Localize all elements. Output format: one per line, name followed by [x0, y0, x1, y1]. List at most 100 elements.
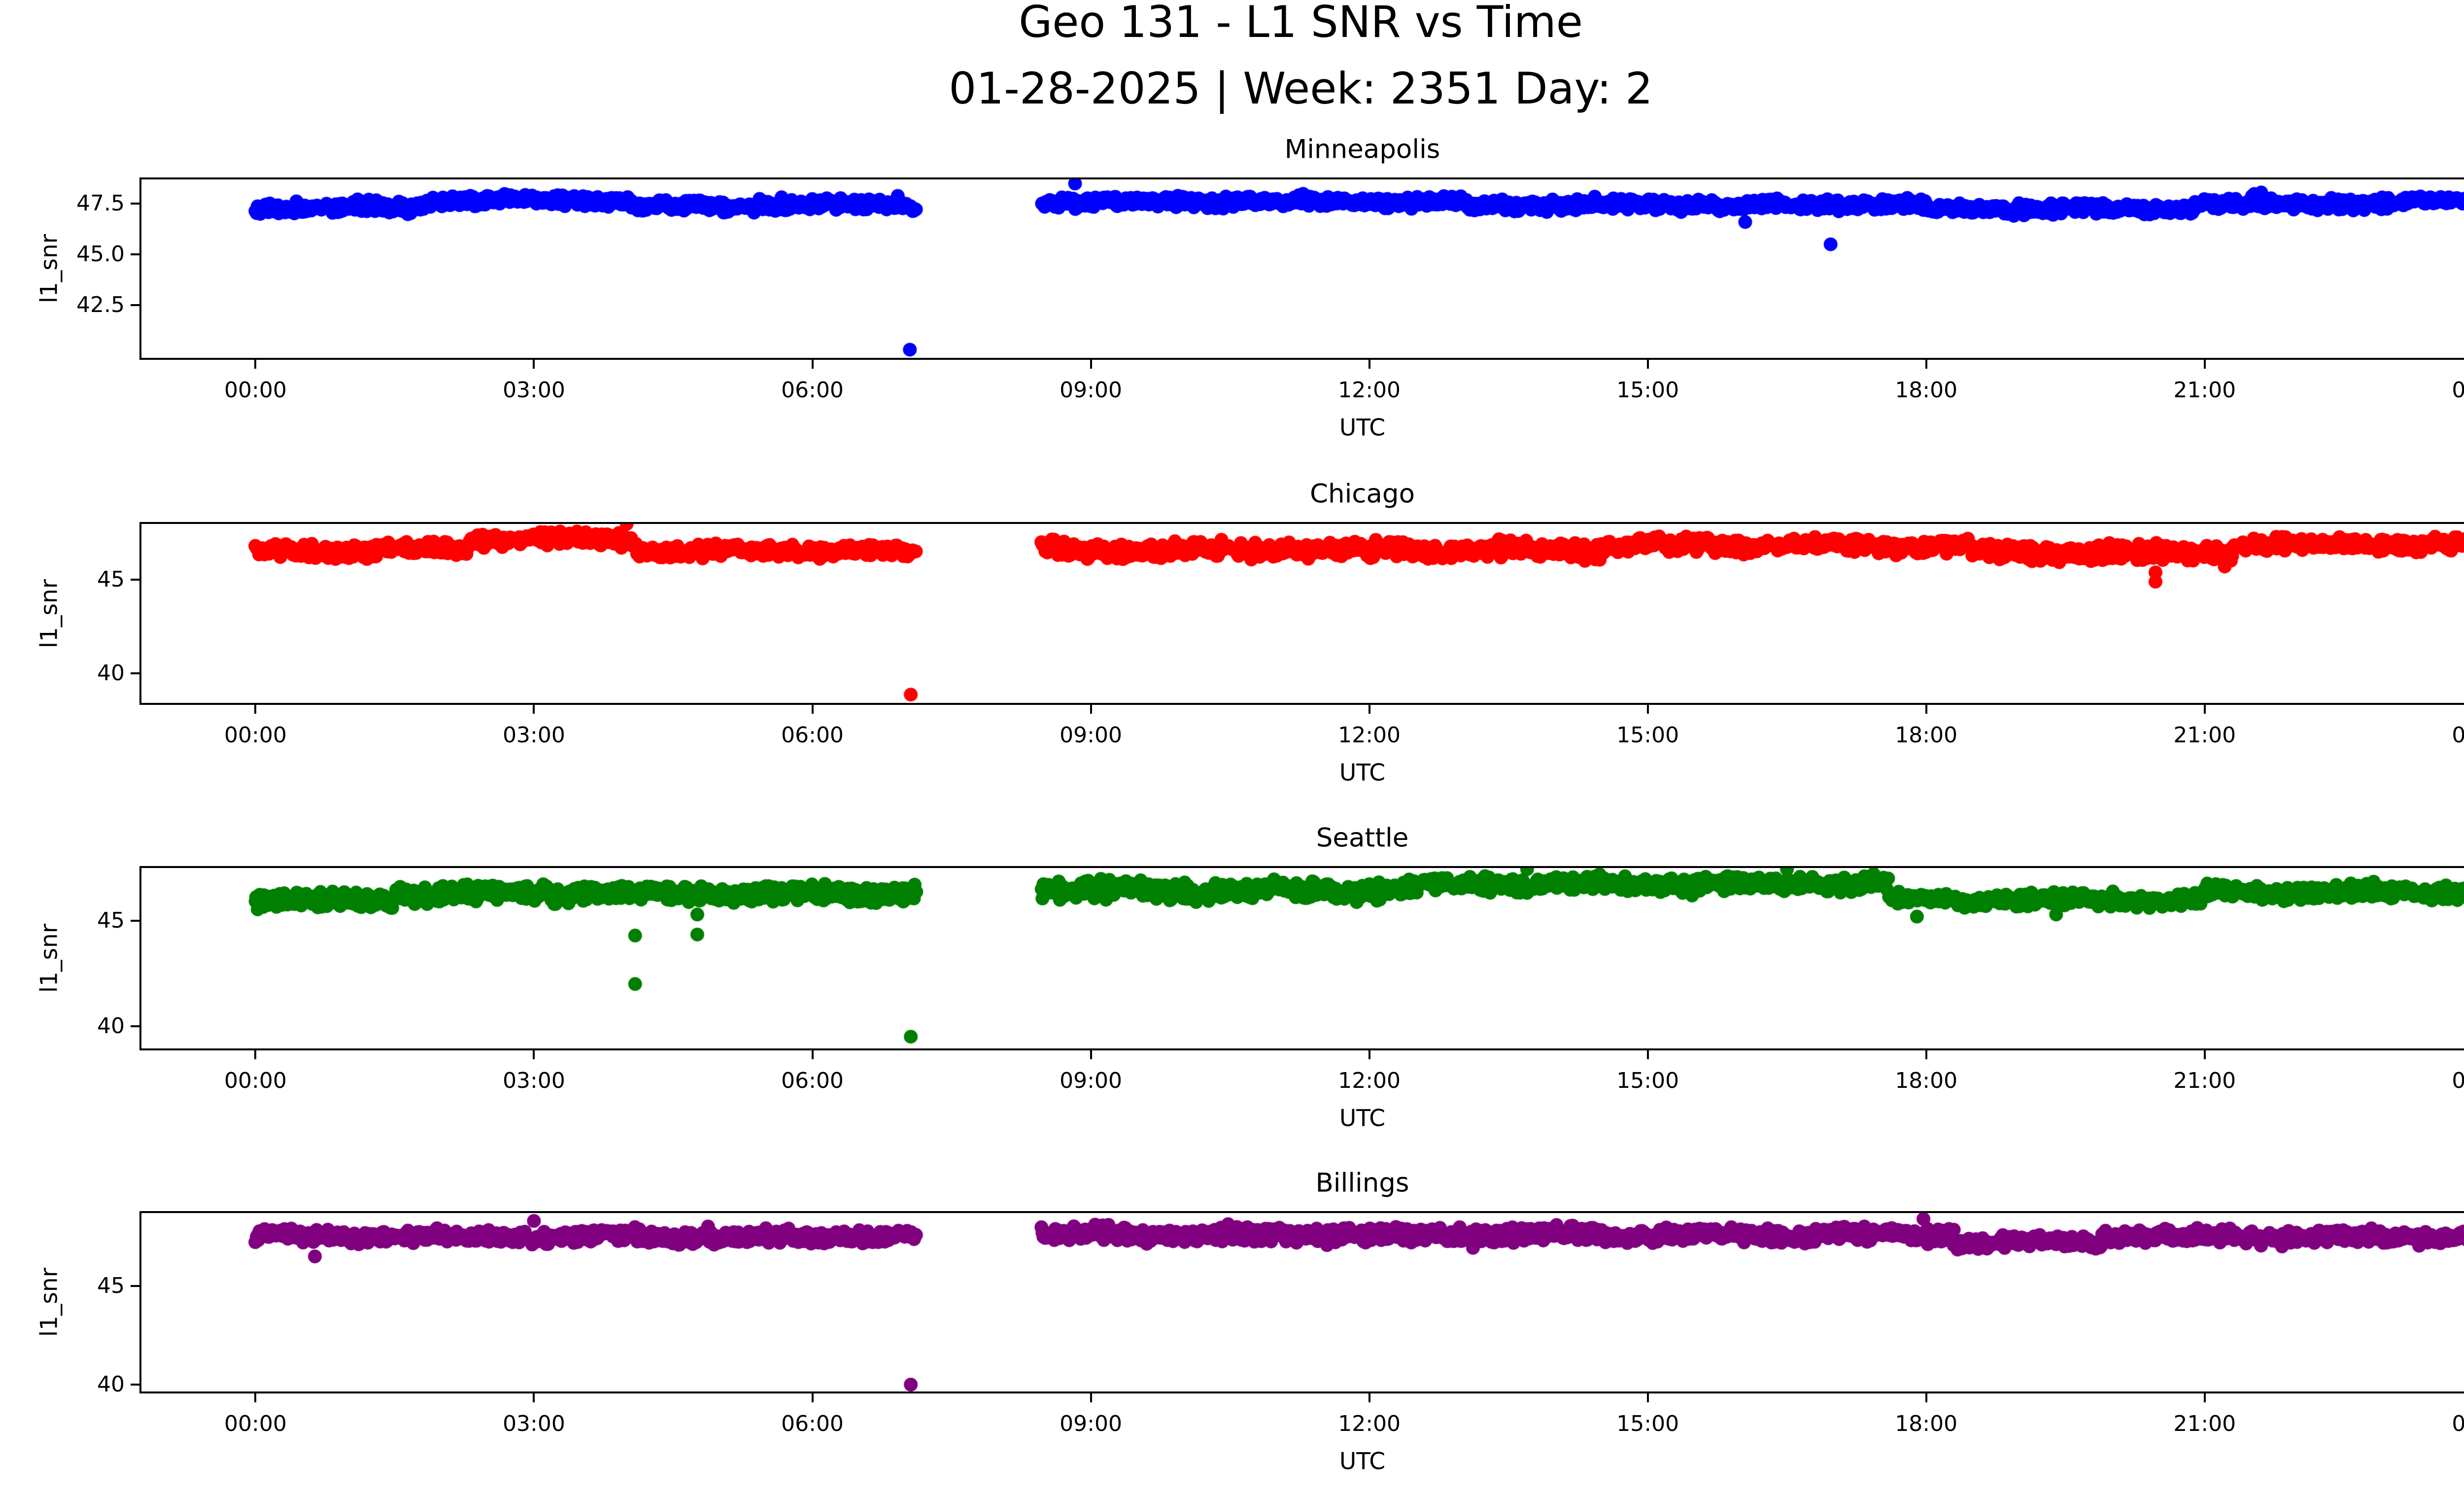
x-tick-label: 06:00	[781, 1411, 844, 1436]
y-tick-label: 45	[97, 567, 125, 592]
y-tick-mark	[131, 253, 139, 256]
x-tick-label: 09:00	[1060, 1068, 1122, 1093]
x-tick-label: 15:00	[1616, 378, 1679, 403]
x-tick-mark	[1925, 1393, 1927, 1402]
figure-suptitle-line2: 01-28-2025 | Week: 2351 Day: 2	[949, 63, 1653, 114]
x-tick-mark	[1090, 360, 1092, 369]
x-axis-label: UTC	[1339, 1105, 1386, 1132]
x-tick-mark	[1646, 705, 1649, 714]
x-axis-label: UTC	[1339, 414, 1386, 442]
x-tick-label: 03:00	[503, 1411, 565, 1436]
x-tick-label: 18:00	[1895, 378, 1958, 403]
y-tick-label: 40	[97, 1013, 125, 1039]
x-tick-label: 18:00	[1895, 723, 1958, 748]
x-tick-mark	[1925, 705, 1927, 714]
plot-title: Minneapolis	[1284, 134, 1440, 165]
x-tick-mark	[1368, 1393, 1370, 1402]
x-tick-label: 00:00	[224, 1068, 287, 1093]
x-tick-mark	[2203, 360, 2206, 369]
x-tick-label: 21:00	[2173, 1068, 2236, 1093]
x-tick-label: 00:00	[2452, 723, 2464, 748]
x-tick-label: 12:00	[1338, 1411, 1401, 1436]
y-tick-mark	[131, 1285, 139, 1287]
plot-title: Billings	[1315, 1168, 1409, 1198]
x-tick-mark	[2203, 1050, 2206, 1059]
x-tick-mark	[254, 705, 257, 714]
x-tick-label: 15:00	[1616, 723, 1679, 748]
y-tick-label: 42.5	[76, 292, 125, 317]
x-tick-mark	[254, 360, 257, 369]
x-tick-label: 00:00	[224, 723, 287, 748]
x-tick-label: 21:00	[2173, 723, 2236, 748]
plot-title: Seattle	[1316, 823, 1409, 853]
y-tick-mark	[131, 579, 139, 581]
x-tick-mark	[1646, 1050, 1649, 1059]
x-tick-mark	[1090, 1393, 1092, 1402]
x-axis-label: UTC	[1339, 1448, 1386, 1475]
x-tick-label: 18:00	[1895, 1411, 1958, 1436]
x-tick-mark	[811, 705, 814, 714]
x-tick-mark	[2203, 705, 2206, 714]
x-tick-mark	[1090, 1050, 1092, 1059]
x-tick-mark	[533, 1050, 535, 1059]
x-tick-label: 06:00	[781, 723, 844, 748]
x-tick-mark	[533, 360, 535, 369]
x-tick-mark	[1368, 360, 1370, 369]
x-tick-label: 12:00	[1338, 378, 1401, 403]
y-tick-mark	[131, 920, 139, 922]
x-tick-mark	[1646, 360, 1649, 369]
figure-suptitle-line1: Geo 131 - L1 SNR vs Time	[1019, 0, 1583, 47]
y-axis-label: l1_snr	[35, 923, 63, 993]
x-tick-label: 06:00	[781, 1068, 844, 1093]
scatter-canvas	[141, 868, 2464, 1048]
y-tick-mark	[131, 672, 139, 674]
scatter-canvas	[141, 524, 2464, 703]
x-tick-mark	[1646, 1393, 1649, 1402]
x-tick-label: 00:00	[224, 378, 287, 403]
x-tick-mark	[533, 1393, 535, 1402]
x-tick-mark	[254, 1050, 257, 1059]
x-tick-label: 21:00	[2173, 1411, 2236, 1436]
x-tick-mark	[811, 1050, 814, 1059]
x-tick-label: 09:00	[1060, 1411, 1122, 1436]
x-tick-mark	[1368, 705, 1370, 714]
x-tick-label: 09:00	[1060, 378, 1122, 403]
x-tick-label: 03:00	[503, 1068, 565, 1093]
x-tick-label: 00:00	[2452, 378, 2464, 403]
y-tick-mark	[131, 1025, 139, 1027]
x-tick-label: 00:00	[2452, 1411, 2464, 1436]
y-tick-label: 45	[97, 1273, 125, 1298]
plot-area	[139, 866, 2464, 1050]
y-tick-label: 40	[97, 1372, 125, 1397]
x-tick-label: 03:00	[503, 723, 565, 748]
x-tick-mark	[811, 360, 814, 369]
plot-area	[139, 1211, 2464, 1393]
x-tick-mark	[2203, 1393, 2206, 1402]
x-tick-label: 12:00	[1338, 1068, 1401, 1093]
x-tick-label: 18:00	[1895, 1068, 1958, 1093]
y-tick-mark	[131, 203, 139, 205]
y-tick-label: 45.0	[76, 242, 125, 267]
y-tick-label: 40	[97, 660, 125, 686]
x-tick-mark	[1925, 360, 1927, 369]
scatter-canvas	[141, 1213, 2464, 1391]
x-tick-label: 21:00	[2173, 378, 2236, 403]
x-axis-label: UTC	[1339, 759, 1386, 787]
x-tick-mark	[533, 705, 535, 714]
x-tick-label: 03:00	[503, 378, 565, 403]
y-tick-mark	[131, 304, 139, 306]
x-tick-mark	[1925, 1050, 1927, 1059]
y-tick-label: 45	[97, 908, 125, 934]
y-tick-mark	[131, 1384, 139, 1386]
plot-area	[139, 177, 2464, 360]
plot-title: Chicago	[1309, 479, 1415, 509]
y-tick-label: 47.5	[76, 191, 125, 216]
x-tick-label: 15:00	[1616, 1068, 1679, 1093]
x-tick-label: 09:00	[1060, 723, 1122, 748]
plot-area	[139, 522, 2464, 705]
x-tick-label: 15:00	[1616, 1411, 1679, 1436]
x-tick-label: 00:00	[224, 1411, 287, 1436]
x-tick-label: 12:00	[1338, 723, 1401, 748]
x-tick-mark	[1090, 705, 1092, 714]
